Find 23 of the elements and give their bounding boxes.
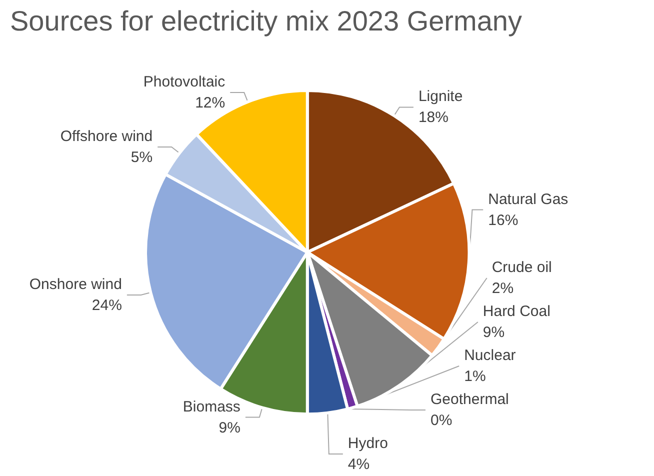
data-label: 1% <box>464 368 486 385</box>
data-label: 9% <box>218 419 240 436</box>
data-label: 9% <box>482 324 505 341</box>
data-label: 12% <box>195 94 226 112</box>
data-label: 18% <box>418 109 448 126</box>
slice-label: Photovoltaic <box>143 74 226 91</box>
slice-label: Natural Gas <box>488 190 568 208</box>
data-label: 2% <box>492 280 514 297</box>
category-label: Geothermal <box>430 391 509 408</box>
data-label: 5% <box>130 148 153 166</box>
slice-label: Hydro <box>348 435 388 452</box>
slice-label: Hard Coal <box>482 303 550 320</box>
data-label: 24% <box>92 297 122 314</box>
slice-label: Biomass <box>182 398 240 416</box>
slice-label: Lignite <box>418 88 463 106</box>
data-label: 16% <box>488 212 518 229</box>
slice-label: Onshore wind <box>29 276 122 294</box>
data-label: 4% <box>348 456 370 473</box>
slice-label: Offshore wind <box>60 128 153 145</box>
slice-label: Nuclear <box>464 347 516 364</box>
slice-label: Crude oil <box>492 259 552 276</box>
chart-title: Sources for electricity mix 2023 Germany <box>10 6 522 36</box>
text: 0% <box>430 412 452 429</box>
